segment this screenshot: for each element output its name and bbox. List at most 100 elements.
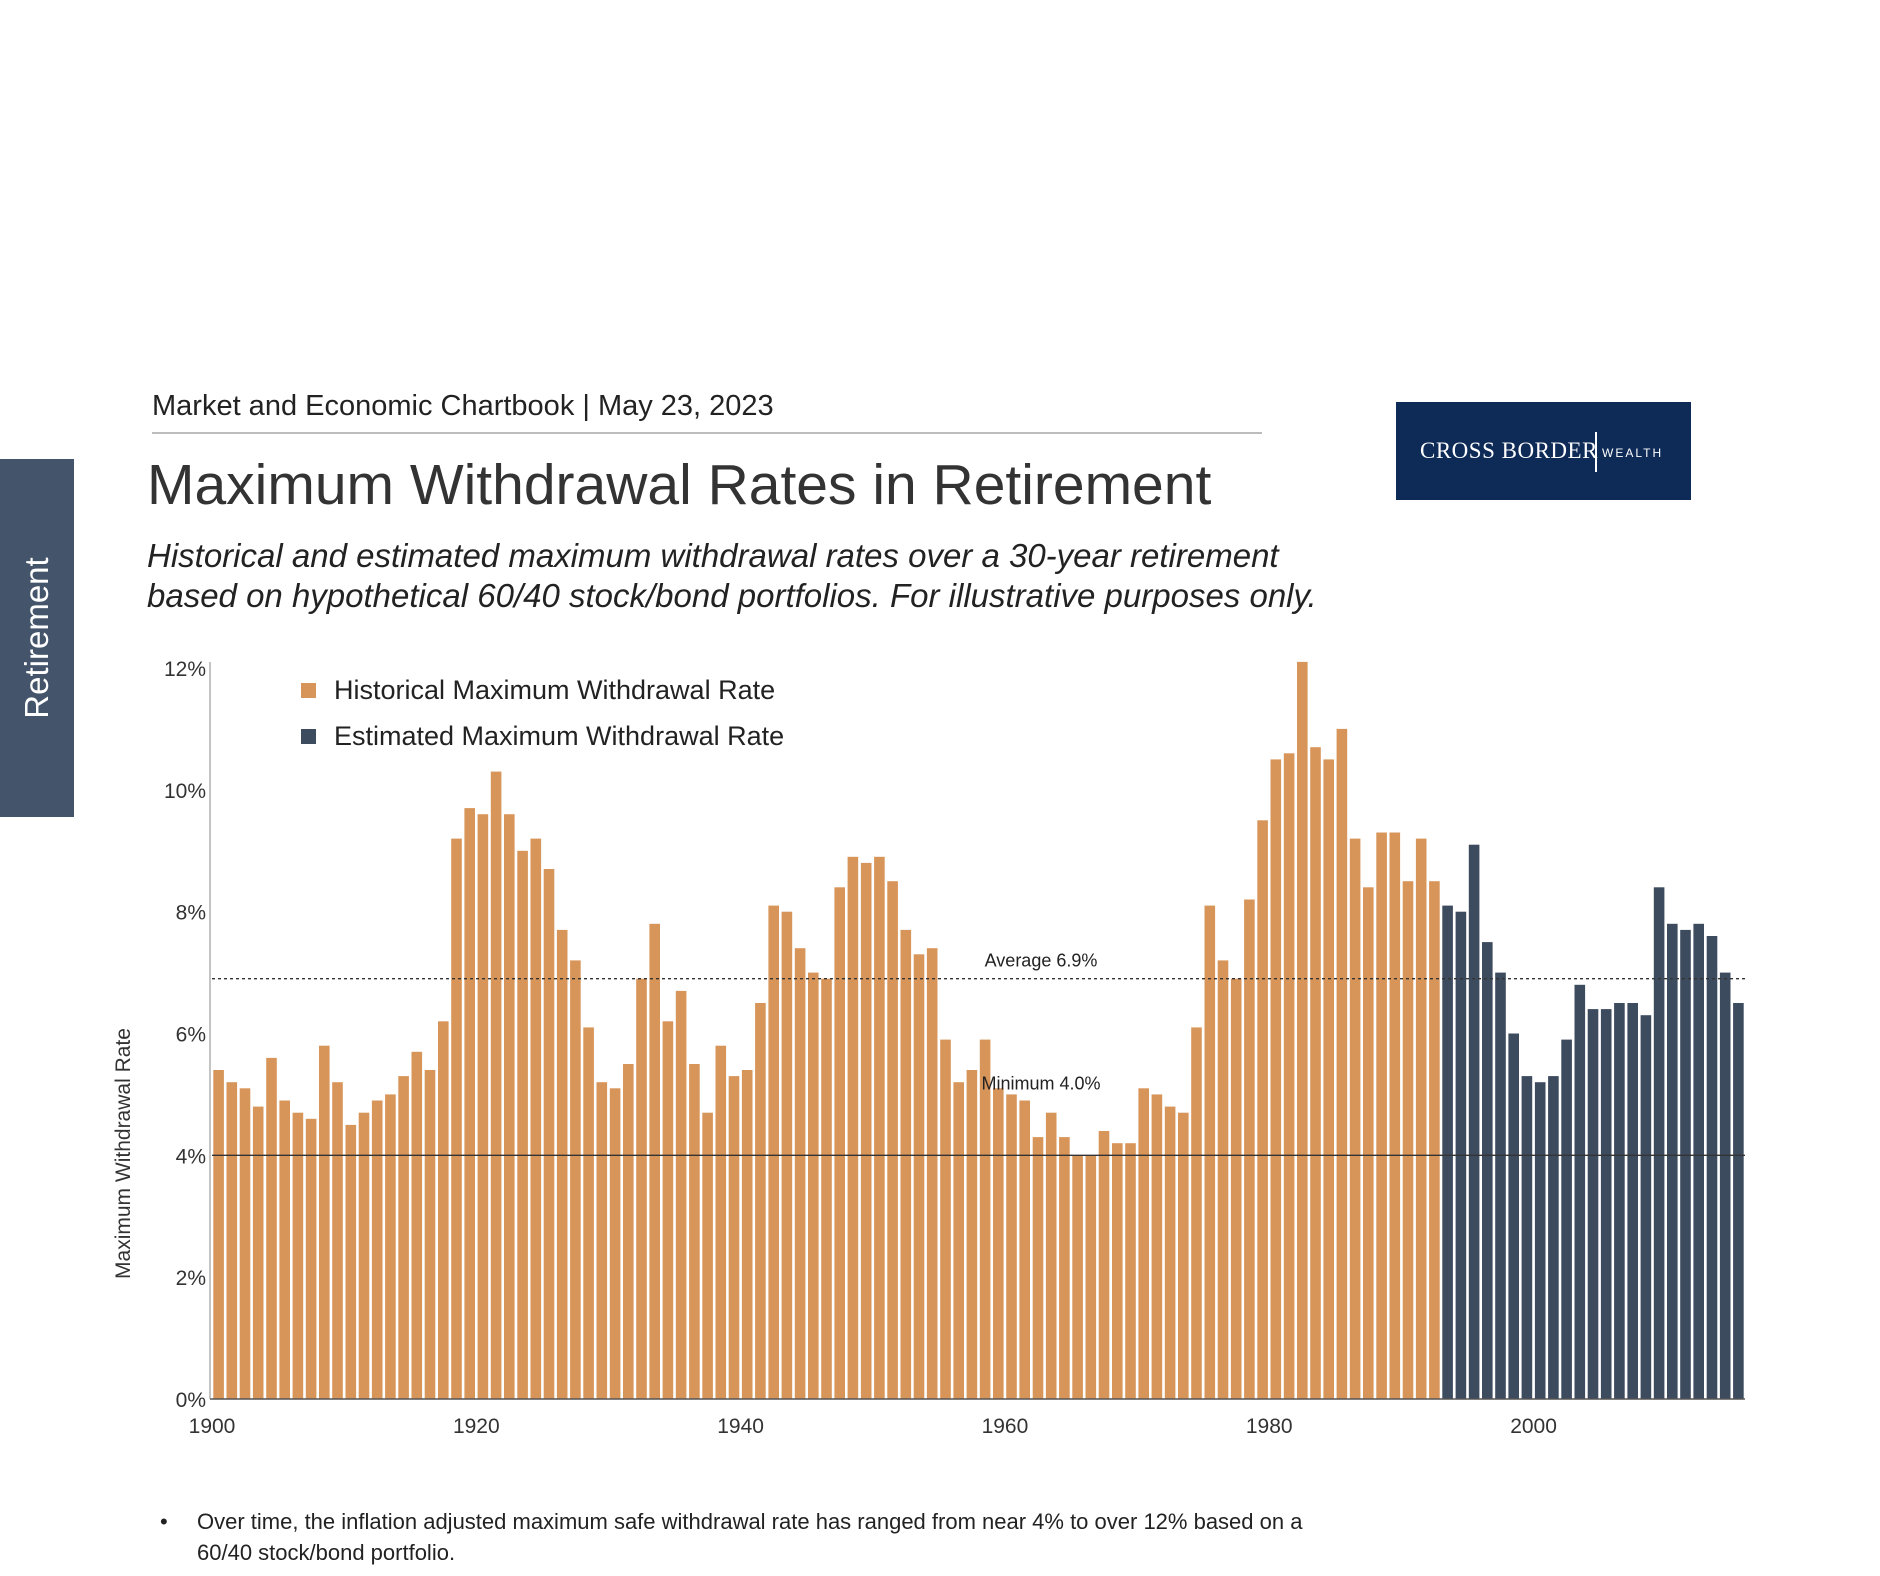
bar-1973	[1178, 1112, 1189, 1399]
bar-1978	[1244, 899, 1255, 1399]
bar-1922	[504, 814, 515, 1399]
bar-1936	[689, 1064, 700, 1399]
bar-1913	[385, 1094, 396, 1399]
bar-1997	[1495, 972, 1506, 1399]
bar-1942	[768, 905, 779, 1399]
bar-1998	[1508, 1033, 1519, 1399]
bar-1991	[1415, 838, 1427, 1399]
y-axis-label: Maximum Withdrawal Rate	[112, 1028, 135, 1279]
bar-1916	[424, 1070, 436, 1399]
bar-1989	[1389, 832, 1401, 1399]
cross-border-wealth-logo: CROSS BORDER WEALTH	[1396, 402, 1691, 500]
bar-1926	[556, 929, 568, 1399]
bar-1919	[464, 808, 475, 1399]
bar-1941	[755, 1003, 766, 1399]
bar-1966	[1085, 1155, 1097, 1399]
bar-1976	[1217, 960, 1229, 1399]
bar-1912	[371, 1100, 383, 1399]
bar-1908	[319, 1045, 330, 1399]
bar-1918	[451, 838, 462, 1399]
bar-1910	[345, 1124, 357, 1399]
bar-1983	[1310, 747, 1321, 1399]
bar-1921	[490, 771, 502, 1399]
bar-1931	[623, 1064, 634, 1399]
bar-1911	[358, 1112, 370, 1399]
x-tick-label: 1960	[982, 1415, 1029, 1438]
bar-1965	[1072, 1155, 1083, 1399]
bar-1902	[239, 1088, 251, 1399]
subtitle-line-1: Historical and estimated maximum withdra…	[147, 537, 1279, 574]
bar-1944	[794, 948, 806, 1399]
bar-1903	[252, 1106, 264, 1399]
bar-1930	[609, 1088, 621, 1399]
bar-1950	[874, 856, 885, 1399]
bar-1904	[266, 1057, 277, 1399]
bar-1992	[1429, 881, 1440, 1399]
bar-1907	[305, 1118, 317, 1399]
bar-1972	[1164, 1106, 1176, 1399]
bar-1959	[993, 1088, 1004, 1399]
bar-1996	[1482, 942, 1493, 1399]
header-divider	[152, 432, 1262, 434]
bar-2008	[1640, 1015, 1652, 1399]
page-subtitle: Historical and estimated maximum withdra…	[147, 536, 1407, 616]
bar-1987	[1363, 887, 1374, 1399]
x-tick-label: 1940	[717, 1415, 764, 1438]
bar-1962	[1032, 1137, 1044, 1399]
bar-1928	[583, 1027, 594, 1399]
bar-1967	[1098, 1131, 1110, 1399]
logo-sub: WEALTH	[1602, 446, 1664, 460]
legend-label-historical: Historical Maximum Withdrawal Rate	[334, 675, 775, 705]
bar-1915	[411, 1051, 423, 1399]
bar-1948	[847, 856, 859, 1399]
bar-1970	[1138, 1088, 1149, 1399]
bar-2003	[1574, 984, 1586, 1399]
bar-1958	[979, 1039, 991, 1399]
bar-1986	[1349, 838, 1361, 1399]
bar-1960	[1006, 1094, 1017, 1399]
bar-2014	[1719, 972, 1731, 1399]
bar-1964	[1059, 1137, 1070, 1399]
bar-1945	[808, 972, 819, 1399]
section-tab: Retirement	[0, 459, 74, 817]
bar-1956	[953, 1082, 964, 1399]
notes-list: • Over time, the inflation adjusted maxi…	[160, 1506, 1340, 1568]
y-tick-label: 4%	[176, 1145, 206, 1168]
legend-swatch-historical	[301, 683, 316, 698]
logo-brand: CROSS BORDER	[1420, 438, 1598, 463]
bar-1974	[1191, 1027, 1202, 1399]
bar-1954	[926, 948, 938, 1399]
bar-2005	[1600, 1009, 1612, 1399]
bar-1947	[834, 887, 845, 1399]
bar-1927	[570, 960, 581, 1399]
bar-1914	[398, 1076, 409, 1399]
bar-1905	[279, 1100, 290, 1399]
bar-1957	[966, 1070, 978, 1399]
bar-1977	[1230, 978, 1242, 1399]
legend-label-estimated: Estimated Maximum Withdrawal Rate	[334, 721, 784, 751]
bar-2004	[1587, 1009, 1599, 1399]
bar-1937	[702, 1112, 713, 1399]
bar-1923	[517, 850, 528, 1400]
bar-1900	[213, 1070, 224, 1399]
y-tick-label: 2%	[176, 1267, 206, 1290]
bar-1990	[1402, 881, 1414, 1399]
bar-1920	[477, 814, 489, 1399]
bar-1935	[675, 990, 687, 1399]
note-text: Over time, the inflation adjusted maximu…	[197, 1509, 1303, 1565]
bar-1939	[728, 1076, 740, 1399]
bar-1924	[530, 838, 542, 1399]
y-tick-label: 0%	[176, 1389, 206, 1412]
bar-1925	[543, 869, 555, 1399]
bar-1955	[940, 1039, 951, 1399]
bar-2013	[1706, 936, 1718, 1399]
bar-1938	[715, 1045, 727, 1399]
x-tick-label: 1920	[453, 1415, 500, 1438]
bar-1951	[887, 881, 898, 1399]
bar-1952	[900, 929, 912, 1399]
bar-1963	[1045, 1112, 1057, 1399]
y-tick-label: 12%	[164, 658, 206, 681]
bar-1932	[636, 978, 647, 1399]
bar-1953	[913, 954, 925, 1399]
bar-1901	[226, 1082, 238, 1399]
